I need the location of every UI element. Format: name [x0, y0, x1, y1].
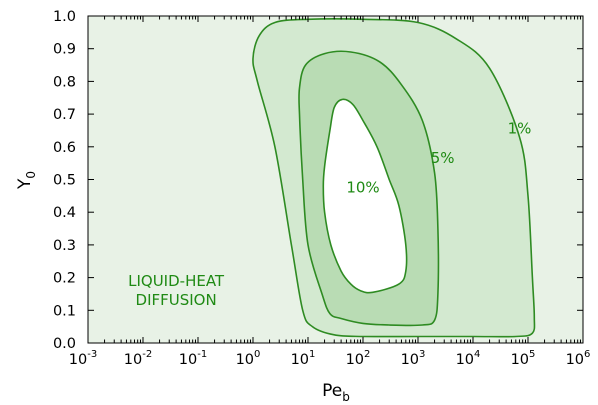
x-tick-label: 105: [511, 349, 536, 368]
y-tick-label: 0.2: [53, 271, 76, 287]
axes: 10-3 10-2 10-1 100 101 102 103 104 105 106 0.0 0.1 0…: [53, 9, 590, 368]
y-axis-title: Y0: [15, 171, 38, 190]
contour-label-10-percent: 10%: [346, 179, 379, 197]
x-axis-title: Peb: [322, 381, 350, 404]
y-tick-label: 0.5: [53, 173, 76, 189]
contour-10-percent: [322, 98, 408, 294]
y-tick-label: 0.3: [53, 238, 76, 254]
contour-label-1-percent: 1%: [508, 120, 532, 138]
x-tick-label: 104: [456, 349, 481, 368]
contour-label-5-percent: 5%: [431, 149, 455, 167]
x-tick-label: 106: [566, 349, 591, 368]
y-tick-label: 0.4: [53, 205, 76, 221]
x-tick-label: 10-2: [124, 349, 152, 368]
y-tick-label: 0.9: [53, 42, 76, 58]
region-annotation: LIQUID-HEAT DIFFUSION: [128, 272, 225, 309]
y-tick-label: 0.0: [53, 336, 76, 352]
y-tick-label: 0.7: [53, 107, 76, 123]
plot-area: 1% 5% 10% LIQUID-HEAT DIFFUSION: [88, 16, 583, 343]
y-tick-label: 0.8: [53, 74, 76, 90]
x-tick-label: 100: [236, 349, 261, 368]
x-tick-label: 103: [401, 349, 426, 368]
y-tick-label: 0.1: [53, 303, 76, 319]
x-tick-label: 10-3: [69, 349, 97, 368]
y-tick-label: 0.6: [53, 140, 76, 156]
x-tick-label: 101: [291, 349, 316, 368]
y-tick-label: 1.0: [53, 9, 76, 25]
x-tick-label: 10-1: [179, 349, 207, 368]
x-tick-label: 102: [346, 349, 371, 368]
